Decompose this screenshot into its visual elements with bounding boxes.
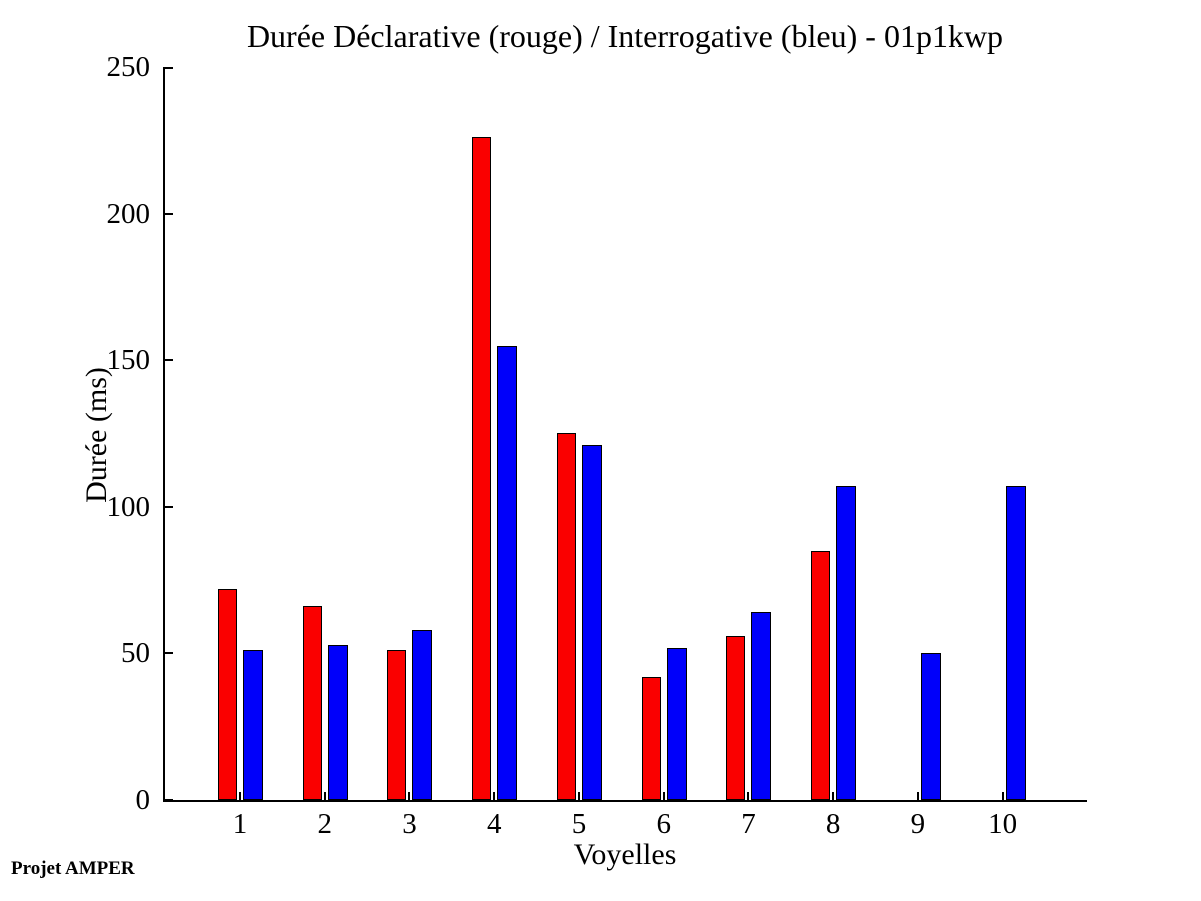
x-tick-label-8: 8 <box>825 808 841 840</box>
y-tick-50 <box>165 652 173 655</box>
y-tick-label-50: 50 <box>121 637 150 670</box>
x-tick-9 <box>916 792 919 800</box>
x-tick-label-9: 9 <box>910 808 926 840</box>
x-tick-1 <box>239 792 241 800</box>
x-tick-label-2: 2 <box>317 808 332 840</box>
x-tick-7 <box>747 792 750 800</box>
x-tick-label-3: 3 <box>402 808 417 840</box>
bar-interrogative-8 <box>836 486 857 800</box>
y-tick-label-0: 0 <box>135 784 151 816</box>
x-tick-4 <box>493 792 496 800</box>
y-tick-150 <box>165 359 173 362</box>
x-tick-label-10: 10 <box>988 808 1018 840</box>
y-tick-label-100: 100 <box>106 490 151 523</box>
bar-declarative-4 <box>472 137 492 800</box>
x-tick-8 <box>832 792 835 800</box>
bar-interrogative-3 <box>412 630 433 800</box>
bar-interrogative-5 <box>581 445 602 800</box>
bar-declarative-7 <box>726 636 746 800</box>
x-tick-label-7: 7 <box>741 808 756 840</box>
y-tick-250 <box>165 67 173 69</box>
y-tick-100 <box>165 505 173 508</box>
bar-interrogative-6 <box>666 648 687 800</box>
y-tick-200 <box>165 212 173 215</box>
x-tick-label-4: 4 <box>486 808 502 840</box>
bar-declarative-1 <box>218 589 237 800</box>
x-tick-3 <box>408 792 411 800</box>
x-tick-10 <box>1001 792 1004 800</box>
x-axis-label: Voyelles <box>573 838 677 871</box>
y-tick-0 <box>165 799 173 801</box>
y-tick-label-250: 250 <box>106 51 151 83</box>
bar-declarative-8 <box>811 551 831 800</box>
bar-declarative-5 <box>556 433 576 800</box>
y-tick-label-150: 150 <box>106 344 151 377</box>
chart-title: Durée Déclarative (rouge) / Interrogativ… <box>246 18 1004 54</box>
bar-interrogative-10 <box>1005 486 1026 800</box>
bar-declarative-6 <box>641 677 661 800</box>
y-axis-label: Durée (ms) <box>80 367 113 503</box>
footer-note: Projet AMPER <box>11 858 135 879</box>
plot-area: 0 50 100 150 200 250 1 2 3 4 5 6 7 8 9 10 <box>107 53 1087 839</box>
bar-declarative-3 <box>387 650 407 800</box>
x-tick-label-5: 5 <box>571 808 587 840</box>
bar-declarative-2 <box>302 606 322 800</box>
bar-interrogative-1 <box>243 650 263 800</box>
bar-interrogative-4 <box>497 346 518 800</box>
x-tick-6 <box>662 792 665 800</box>
bar-interrogative-2 <box>327 645 348 800</box>
x-tick-label-1: 1 <box>232 808 248 840</box>
bar-interrogative-7 <box>751 612 772 800</box>
x-tick-5 <box>577 792 580 800</box>
x-tick-2 <box>323 792 326 800</box>
bar-interrogative-9 <box>920 653 941 800</box>
x-tick-label-6: 6 <box>656 808 671 840</box>
y-tick-label-200: 200 <box>106 197 151 230</box>
